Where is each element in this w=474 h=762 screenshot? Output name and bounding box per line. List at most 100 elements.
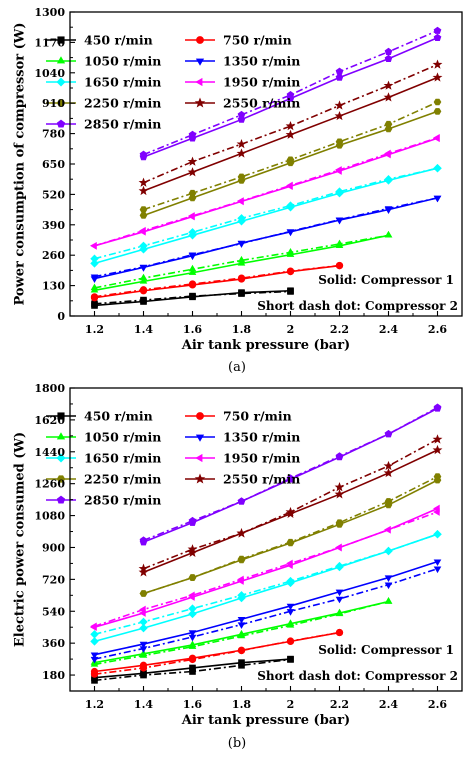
panel-b-series-2550-compressor1-point: [187, 547, 198, 558]
panel-a-series-1650-compressor1-point: [90, 259, 99, 268]
panel-b-series-1350-compressor1-point: [188, 630, 197, 637]
panel-b-series-1350-compressor1-point: [237, 616, 246, 624]
panel-b-series-750-compressor1-line: [94, 631, 340, 673]
panel-a-series-2550-compressor2-point: [334, 100, 345, 110]
panel-a-series-1650-compressor1-point: [384, 176, 393, 185]
panel-b-series-750-compressor1-point: [335, 628, 344, 637]
panel-a-series-2850-compressor1-point: [384, 54, 393, 63]
panel-a-legend-marker-2250: [56, 99, 66, 107]
panel-b-series-1650-compressor2-point: [90, 630, 99, 639]
panel-b-legend-marker-2550: [194, 473, 206, 484]
panel-a-series-2550-compressor1-point: [383, 92, 394, 102]
panel-b-series-2250-compressor1-point: [188, 574, 197, 581]
panel-b-legend-label-2250: 2250 r/min: [84, 472, 161, 487]
panel-a-y-tick-label: 650: [42, 158, 65, 171]
panel-b-legend: 450 r/min 750 r/min 1050 r/min 1350 r/min 16…: [46, 409, 300, 508]
panel-b-series-1350-compressor1-point: [384, 575, 393, 582]
panel-a-series-750-compressor1-point: [286, 267, 295, 276]
panel-b-series-1350-compressor2-point: [384, 582, 393, 590]
panel-a-series-450-compressor1-point: [140, 298, 147, 305]
panel-a-series-2250-compressor1-point: [384, 125, 393, 133]
panel-b-series-1050-compressor1-point: [188, 640, 197, 648]
panel-a-y-tick-label: 520: [42, 188, 65, 201]
panel-a-series-1350-compressor1-point: [286, 229, 295, 237]
panel-a-series-2550-compressor1-point: [432, 72, 443, 82]
panel-a-legend: 450 r/min 750 r/min 1050 r/min 1350 r/min 16…: [46, 33, 300, 132]
panel-a-series-2550-compressor1-point: [285, 129, 296, 139]
panel-b-series-2550-compressor1-point: [383, 467, 394, 478]
panel-a-series-2250-compressor2-point: [139, 206, 148, 213]
panel-b-series-2250-compressor1-point: [286, 539, 295, 547]
panel-a-y-tick-label: 910: [42, 97, 65, 110]
panel-a-series-2250-compressor2-line: [143, 101, 438, 211]
panel-a-series-1050-compressor1-point: [139, 277, 148, 284]
panel-a-y-tick-label: 1040: [34, 67, 65, 80]
panel-a-series-1950-compressor1-point: [90, 242, 97, 250]
panel-b-series: [90, 403, 443, 684]
panel-b-series-1350-compressor2-point: [335, 596, 344, 604]
panel-a-series-1950-compressor1-point: [188, 212, 195, 221]
panel-a-series-2550-compressor2-point: [432, 59, 443, 69]
panel-a-series-2550-compressor2-point: [236, 138, 247, 149]
panel-b-series-2850-compressor1-point: [139, 538, 148, 546]
panel-b-series-1650-compressor1-point: [286, 578, 295, 588]
panel-b-series-1950-compressor1-point: [433, 504, 440, 513]
panel-a-series-1650-compressor1-line: [94, 167, 438, 265]
panel-a-series-1950-compressor1-point: [237, 197, 244, 206]
panel-a-series-2850-compressor1-point: [286, 94, 295, 102]
panel-b-y-tick-label: 1440: [34, 446, 65, 459]
panel-b-series-450-compressor1-point: [189, 664, 196, 672]
panel-a-series-1050-compressor1-point: [237, 259, 246, 266]
panel-b-series-2550-compressor2-point: [383, 460, 394, 471]
panel-b-y-tick-label: 180: [42, 669, 65, 682]
panel-b-series-1950-compressor1-point: [188, 593, 195, 601]
panel-b-series-750-compressor1-point: [188, 654, 197, 662]
panel-a-y-tick-label: 390: [42, 219, 65, 232]
panel-b-y-tick-label: 900: [42, 541, 65, 554]
panel-b-x-tick-label: 1.2: [85, 698, 104, 711]
panel-b-legend-label-2550: 2550 r/min: [223, 472, 300, 487]
panel-b-series-1350-compressor1-point: [286, 603, 295, 611]
panel-a-series-450-compressor1-point: [189, 293, 196, 301]
panel-b-legend-label-1650: 1650 r/min: [84, 451, 161, 466]
panel-b-series-2850-compressor1-point: [384, 430, 393, 438]
panel-b-series-750-compressor1-point: [139, 661, 148, 669]
panel-a-x-tick-label: 2: [287, 323, 295, 336]
panel-a-series-2850-compressor1-point: [433, 33, 442, 42]
panel-b-series-2850-compressor1-point: [286, 475, 295, 483]
panel-b-x-tick-label: 2.6: [428, 698, 447, 711]
panel-b-series-2850-compressor1-point: [433, 404, 442, 412]
panel-b-y-tick-label: 1620: [34, 414, 65, 427]
panel-b-series-1050-compressor1-point: [237, 629, 246, 637]
panel-a-x-tick-label: 1.4: [134, 323, 153, 336]
panel-a-series-450-compressor1-point: [238, 289, 245, 296]
panel-a-series-2550-compressor1-point: [187, 167, 198, 177]
panel-b-series-1950-compressor1-point: [286, 561, 293, 570]
panel-b-series-1350-compressor2-point: [433, 566, 442, 574]
panel-a-series-2250-compressor1-point: [433, 108, 442, 115]
panel-a-series-1950-compressor1-point: [433, 134, 440, 143]
panel-a-legend-marker-1650: [56, 77, 66, 87]
panel-a-series-1950-compressor1-point: [139, 227, 146, 236]
panel-b-series-1350-compressor1-point: [90, 652, 99, 660]
panel-a-x-tick-label: 1.8: [232, 323, 251, 336]
panel-b-legend-marker-450: [57, 412, 65, 420]
panel-b-series-1950-compressor1-point: [90, 623, 97, 632]
panel-a-y-tick-label: 260: [42, 249, 65, 262]
panel-a-series-1050-compressor1-point: [335, 241, 344, 248]
panel-a-annotation-solid: Solid: Compressor 1: [318, 273, 454, 287]
panel-b-x-tick-label: 2: [287, 698, 295, 711]
panel-b-series-2250-compressor1-point: [384, 501, 393, 509]
panel-b-series-1350-compressor1-line: [94, 560, 438, 656]
panel-a-series-1350-compressor1-point: [237, 240, 246, 248]
panel-a-series-2250-compressor1-point: [188, 194, 197, 202]
panel-b-series-1650-compressor1-point: [433, 529, 442, 539]
panel-a-legend-label-1650: 1650 r/min: [84, 75, 161, 90]
panel-b-series-1650-compressor1-point: [384, 546, 393, 556]
panel-a-series-2550-compressor2-point: [285, 120, 296, 131]
panel-a-y-axis-label: Power consumption of compressor (W): [13, 22, 28, 305]
panel-b-series-1650-compressor1-line: [94, 533, 438, 643]
panel-b-legend-label-1350: 1350 r/min: [223, 430, 300, 445]
panel-a-legend-marker-1050: [56, 56, 66, 64]
